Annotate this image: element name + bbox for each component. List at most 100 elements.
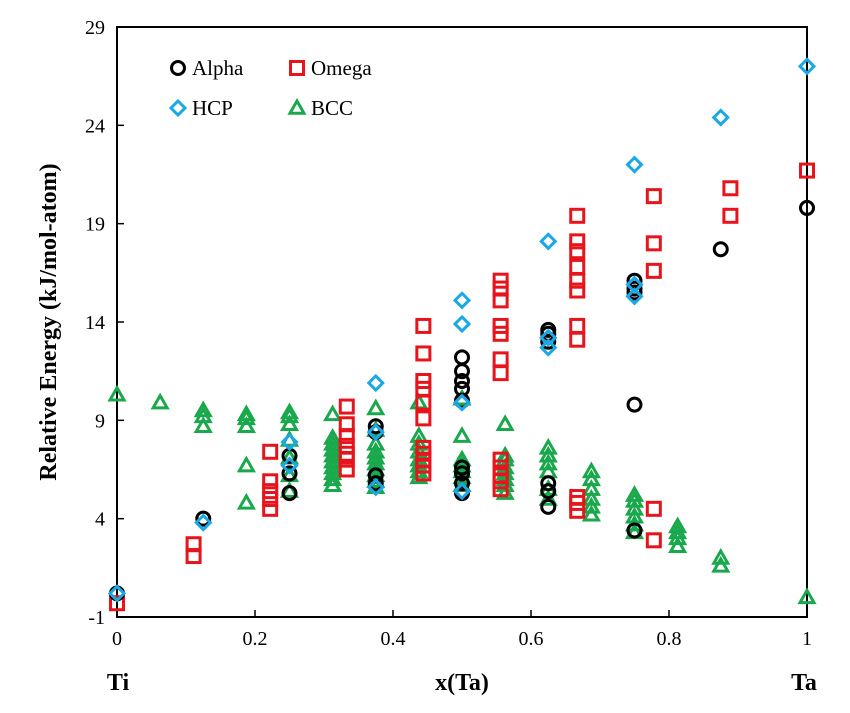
data-point-bcc (366, 433, 386, 451)
data-point-hcp (539, 338, 558, 357)
y-axis-ticks: -1 4 9 14 19 24 29 (85, 17, 124, 629)
data-point-hcp (452, 393, 472, 412)
data-point-alpha (799, 199, 815, 216)
x-tick-label: 0.8 (657, 628, 682, 650)
data-point-bcc (236, 408, 256, 426)
data-point-bcc (107, 384, 127, 402)
data-point-bcc (279, 402, 300, 420)
data-point-bcc (581, 461, 601, 479)
x-axis-title: x(Ta) (435, 670, 489, 696)
data-point-bcc (452, 426, 472, 443)
x-axis-ticks: 0 0.2 0.4 0.6 0.8 1 (112, 610, 812, 650)
data-point-omega (338, 461, 355, 478)
y-tick-label: 14 (85, 312, 105, 334)
data-point-hcp (194, 513, 213, 532)
data-point-omega (492, 351, 509, 368)
legend-label-alpha: Alpha (192, 56, 244, 80)
data-point-omega (338, 437, 355, 454)
data-point-omega (415, 317, 432, 334)
series-bcc (107, 384, 817, 605)
data-point-alpha (626, 272, 643, 289)
data-point-omega (262, 443, 279, 460)
data-point-bcc (668, 516, 688, 534)
data-point-omega (645, 532, 662, 549)
data-point-omega (645, 235, 662, 252)
legend-marker-bcc (287, 97, 307, 115)
data-point-alpha (454, 349, 470, 366)
x-tick-label: 0.4 (381, 628, 406, 650)
data-point-bcc (581, 479, 601, 496)
data-point-alpha (540, 475, 557, 492)
y-tick-label: 9 (95, 410, 105, 432)
data-point-bcc (624, 506, 645, 524)
data-point-hcp (797, 57, 817, 76)
legend-marker-omega (289, 60, 305, 76)
data-point-alpha (454, 465, 470, 482)
data-point-omega (569, 282, 586, 299)
data-point-bcc (193, 416, 213, 433)
data-point-alpha (626, 522, 643, 539)
y-axis-title: Relative Energy (kJ/mol-atom) (36, 163, 62, 480)
data-point-omega (415, 373, 432, 389)
x-tick-label: 0.2 (243, 628, 268, 650)
x-end-label-left: Ti (107, 670, 130, 696)
legend-marker-alpha (170, 60, 186, 76)
data-point-bcc (279, 481, 300, 498)
data-point-bcc (193, 400, 213, 418)
y-tick-label: 29 (85, 17, 105, 39)
data-point-hcp (539, 232, 558, 251)
data-point-omega (338, 416, 355, 433)
data-point-bcc (581, 496, 601, 514)
data-point-alpha (195, 510, 212, 527)
data-point-omega (262, 500, 279, 517)
data-point-hcp (711, 108, 730, 127)
data-point-omega (569, 258, 586, 275)
data-point-hcp (280, 432, 299, 452)
data-point-omega (645, 262, 662, 279)
data-point-alpha (626, 280, 643, 297)
data-point-alpha (540, 483, 557, 500)
data-point-bcc (581, 504, 601, 522)
data-point-alpha (454, 373, 470, 389)
data-point-alpha (626, 396, 643, 413)
data-markers (107, 57, 817, 612)
data-point-omega (569, 207, 586, 224)
data-point-omega (492, 272, 509, 289)
legend-label-hcp: HCP (192, 96, 233, 120)
data-point-hcp (539, 328, 558, 347)
data-point-bcc (236, 416, 256, 433)
data-point-hcp (625, 287, 644, 306)
data-point-bcc (495, 414, 515, 432)
data-point-bcc (366, 441, 386, 459)
data-point-omega (569, 489, 586, 506)
data-point-omega (569, 331, 586, 348)
data-point-omega (722, 180, 739, 197)
data-point-omega (185, 536, 202, 553)
data-point-bcc (236, 404, 256, 422)
data-point-omega (492, 365, 509, 382)
data-point-alpha (281, 485, 298, 502)
data-point-alpha (454, 475, 470, 492)
data-point-omega (109, 595, 125, 612)
data-point-hcp (366, 373, 385, 393)
data-point-alpha (367, 418, 384, 435)
data-point-bcc (323, 404, 343, 422)
legend: Alpha Omega HCP BCC (168, 56, 372, 120)
data-point-hcp (366, 423, 385, 442)
x-tick-label: 0 (112, 628, 122, 650)
data-point-omega (492, 451, 509, 468)
data-point-omega (569, 233, 586, 250)
data-point-omega (415, 345, 432, 362)
data-point-alpha (367, 475, 384, 492)
data-point-omega (645, 500, 662, 517)
x-tick-label: 0.6 (519, 628, 544, 650)
data-point-hcp (366, 478, 385, 497)
data-point-omega (799, 162, 815, 179)
data-point-alpha (540, 321, 557, 338)
data-point-hcp (107, 584, 127, 603)
y-tick-label: 4 (95, 509, 105, 531)
data-point-bcc (538, 437, 558, 455)
data-point-hcp (452, 291, 472, 310)
data-point-hcp (452, 482, 472, 501)
